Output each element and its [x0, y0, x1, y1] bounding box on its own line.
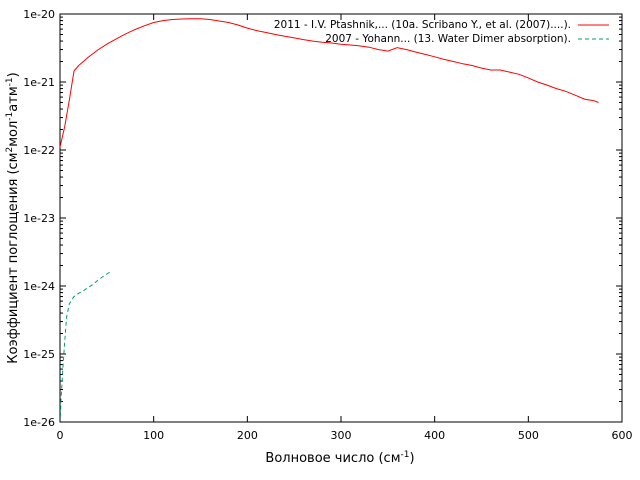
x-tick-label: 200 — [237, 429, 258, 442]
y-axis-title: Коэффициент поглощения (см2мол-1атм-1) — [5, 72, 21, 363]
axis-ticks — [59, 13, 623, 423]
legend-label-series-2: 2007 - Yohann... (13. Water Dimer absorp… — [325, 33, 571, 45]
x-tick-label: 0 — [57, 429, 64, 442]
y-tick-label: 1e-24 — [23, 280, 55, 293]
axis-tick-labels: 0 100 200 300 400 500 600 1e-26 1e-25 1e-24 1e-23 1… — [23, 8, 632, 442]
y-tick-label: 1e-26 — [23, 416, 55, 429]
x-axis-title: Волновое число (см-1) — [265, 450, 414, 466]
legend: 2011 - I.V. Ptashnik,... (10a. Scribano … — [274, 19, 609, 45]
y-tick-label: 1e-25 — [23, 348, 55, 361]
x-tick-label: 600 — [612, 429, 633, 442]
series-line-2 — [60, 270, 112, 417]
plot-area-frame — [59, 13, 623, 423]
y-tick-label: 1e-22 — [23, 144, 55, 157]
series-line-1 — [59, 18, 599, 148]
y-tick-label: 1e-20 — [23, 8, 55, 21]
x-tick-label: 500 — [518, 429, 539, 442]
x-tick-label: 100 — [143, 429, 164, 442]
y-tick-label: 1e-21 — [23, 76, 55, 89]
series-group — [59, 18, 599, 417]
legend-label-series-1: 2011 - I.V. Ptashnik,... (10a. Scribano … — [274, 19, 571, 31]
x-tick-label: 300 — [331, 429, 352, 442]
y-tick-label: 1e-23 — [23, 212, 55, 225]
x-tick-label: 400 — [424, 429, 445, 442]
